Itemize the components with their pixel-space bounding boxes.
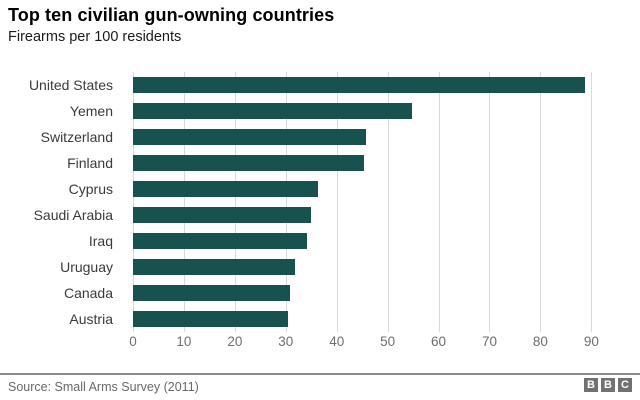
category-label: Uruguay: [60, 259, 113, 275]
x-tick-label: 30: [278, 334, 294, 349]
x-tick-label: 90: [583, 334, 599, 349]
bar: [133, 311, 288, 327]
plot-area: [133, 72, 627, 332]
bbc-logo-letter: C: [618, 378, 632, 392]
category-label: Switzerland: [40, 129, 113, 145]
bbc-logo-letter: B: [601, 378, 615, 392]
gridline: [438, 72, 440, 332]
bar: [133, 77, 586, 93]
x-tick-label: 10: [176, 334, 192, 349]
bar: [133, 233, 308, 249]
bar: [133, 155, 364, 171]
bbc-logo-letter: B: [584, 378, 598, 392]
category-label: Iraq: [88, 233, 113, 249]
bar: [133, 129, 366, 145]
category-label: Saudi Arabia: [33, 207, 113, 223]
category-label: Canada: [63, 285, 113, 301]
category-label: Austria: [69, 311, 113, 327]
x-tick-label: 40: [329, 334, 345, 349]
x-tick-label: 20: [227, 334, 243, 349]
category-label: United States: [28, 77, 113, 93]
bar: [133, 259, 295, 275]
x-tick-label: 60: [431, 334, 447, 349]
chart-subtitle: Firearms per 100 residents: [8, 29, 182, 45]
source-text: Source: Small Arms Survey (2011): [8, 380, 199, 394]
gridline: [234, 72, 236, 332]
x-axis: 0 10 20 30 40 50 60 70 80 90: [129, 334, 627, 352]
category-label: Finland: [67, 155, 113, 171]
x-tick-label: 50: [380, 334, 396, 349]
bar: [133, 181, 319, 197]
gridline: [591, 72, 593, 332]
gridline: [285, 72, 287, 332]
gridline: [183, 72, 185, 332]
category-label: Cyprus: [68, 181, 113, 197]
gridline: [387, 72, 389, 332]
gridline: [133, 72, 134, 332]
gridline: [336, 72, 338, 332]
category-label-column: United States Yemen Switzerland Finland Cypr…: [0, 72, 123, 332]
chart-title: Top ten civilian gun-owning countries: [8, 5, 335, 25]
x-tick-label: 80: [532, 334, 548, 349]
x-tick-label: 70: [481, 334, 497, 349]
footer-divider: [0, 373, 640, 375]
gridline: [540, 72, 542, 332]
bar: [133, 285, 290, 301]
bar-chart: United States Yemen Switzerland Finland Cypr…: [0, 72, 627, 352]
bar: [133, 103, 413, 119]
category-label: Yemen: [69, 103, 113, 119]
gridline: [489, 72, 491, 332]
bar: [133, 207, 312, 223]
x-tick-label: 0: [129, 334, 137, 349]
